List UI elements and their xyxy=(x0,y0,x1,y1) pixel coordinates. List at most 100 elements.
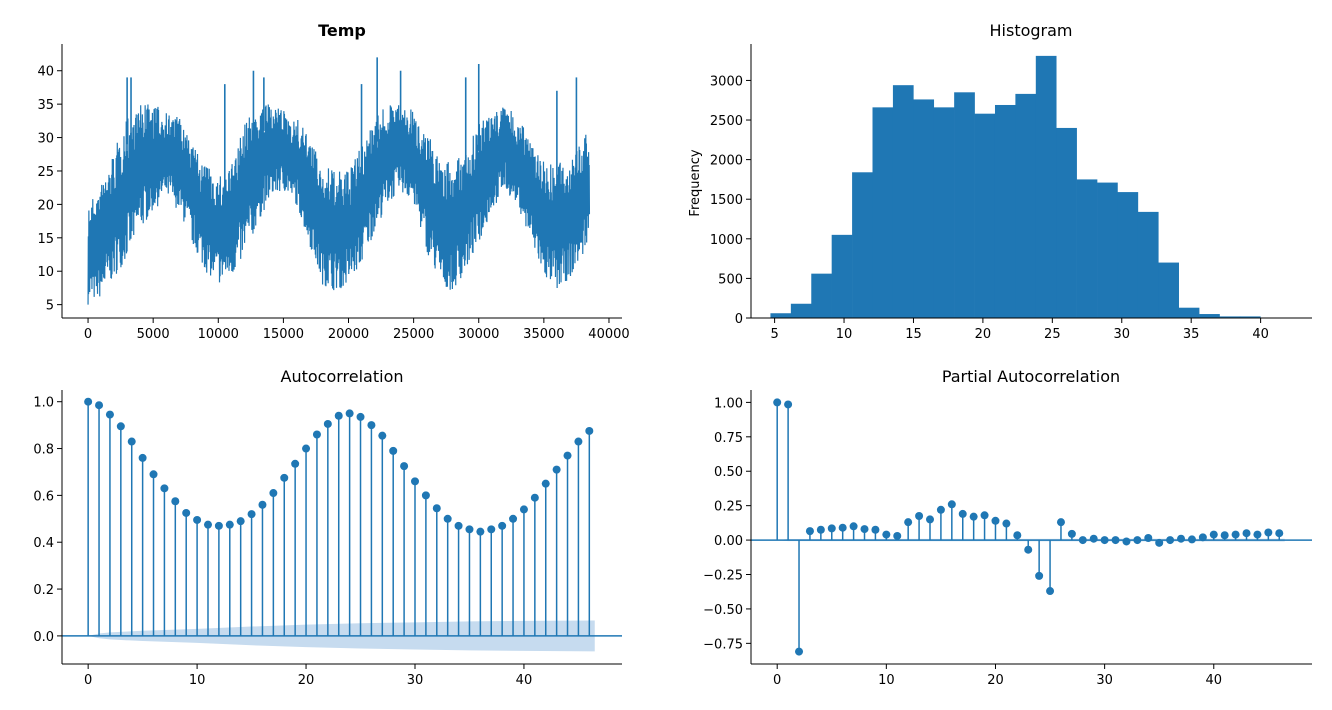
chart-title: Partial Autocorrelation xyxy=(942,367,1120,386)
x-tick-label: 0 xyxy=(84,327,92,342)
stem-marker xyxy=(182,508,191,517)
histogram-bar xyxy=(954,92,975,318)
x-tick-label: 35000 xyxy=(523,327,564,342)
y-tick-label: 3000 xyxy=(710,74,743,89)
stem-marker xyxy=(356,412,365,421)
acf-stems xyxy=(62,397,622,637)
x-tick-label: 10 xyxy=(189,673,206,688)
stem-marker xyxy=(1166,536,1175,545)
stem-marker xyxy=(947,500,956,509)
stem-marker xyxy=(345,409,354,418)
x-tick-label: 30000 xyxy=(458,327,499,342)
acf-axes: 0 10 20 30 40 0.0 0.2 0.4 0.6 0.8 1.0 xyxy=(33,390,622,688)
panel-autocorrelation: Autocorrelation 0 10 20 30 40 0.0 0.2 0.4 0.6 0.8… xyxy=(33,367,622,688)
stem-marker xyxy=(530,493,539,502)
stem-marker xyxy=(882,530,891,539)
y-tick-label: 0.2 xyxy=(33,583,54,598)
x-tick-label: 15000 xyxy=(263,327,304,342)
stem-marker xyxy=(1067,529,1076,538)
stem-marker xyxy=(563,451,572,460)
y-tick-label: 20 xyxy=(37,198,54,213)
stem-marker xyxy=(105,410,114,419)
histogram-bar xyxy=(1199,314,1220,318)
histogram-bar xyxy=(892,85,914,318)
y-tick-label: 25 xyxy=(37,165,54,180)
stem-marker xyxy=(1231,530,1240,539)
stem-marker xyxy=(116,422,125,431)
x-tick-label: 30 xyxy=(407,673,424,688)
stem-marker xyxy=(838,523,847,532)
y-tick-label: 40 xyxy=(37,65,54,80)
histogram-bar xyxy=(1137,211,1159,318)
histogram-bar xyxy=(1117,192,1139,318)
histogram-bar xyxy=(831,234,853,318)
histogram-bar xyxy=(1015,93,1037,319)
stem-marker xyxy=(1177,534,1186,543)
stem-marker xyxy=(421,491,430,500)
stem-marker xyxy=(203,520,212,529)
x-tick-label: 20 xyxy=(298,673,315,688)
stem-marker xyxy=(498,521,507,530)
stem-marker xyxy=(95,401,104,410)
x-tick-label: 10 xyxy=(836,327,853,342)
stem-marker xyxy=(378,431,387,440)
histogram-bar xyxy=(1158,262,1179,318)
y-tick-label: 1.00 xyxy=(714,396,743,411)
histogram-bar xyxy=(770,313,792,318)
y-tick-label: 1000 xyxy=(710,233,743,248)
stem-marker xyxy=(225,520,234,529)
x-tick-label: 30 xyxy=(1113,327,1130,342)
x-tick-label: 0 xyxy=(84,673,92,688)
chart-title: Autocorrelation xyxy=(281,367,404,386)
stem-marker xyxy=(1002,519,1011,528)
stem-marker xyxy=(1133,536,1142,545)
stem-marker xyxy=(476,527,485,536)
y-tick-label: 0.6 xyxy=(33,489,54,504)
histogram-bar xyxy=(1056,127,1077,318)
y-tick-label: 0 xyxy=(735,312,743,327)
temp-series xyxy=(87,57,591,305)
stem-marker xyxy=(291,459,300,468)
stem-marker xyxy=(585,426,594,435)
y-tick-label: 1500 xyxy=(710,193,743,208)
stem-marker xyxy=(541,479,550,488)
stem-marker xyxy=(773,398,782,407)
x-tick-label: 30 xyxy=(1096,673,1113,688)
histogram-axes: 5 10 15 20 25 30 35 40 0 500 1000 1500 2000 2500 3000 xyxy=(710,44,1312,342)
y-tick-label: 0.75 xyxy=(714,431,743,446)
histogram-bar xyxy=(1035,55,1057,319)
stem-marker xyxy=(805,527,814,536)
stem-marker xyxy=(1242,529,1251,538)
histogram-bar xyxy=(790,303,812,318)
pacf-stems xyxy=(751,398,1312,656)
chart-title: Temp xyxy=(318,21,366,40)
stem-marker xyxy=(1275,529,1284,538)
y-tick-label: −0.50 xyxy=(703,603,743,618)
histogram-bars xyxy=(770,55,1261,319)
x-tick-label: 20 xyxy=(975,327,992,342)
x-tick-label: 5000 xyxy=(137,327,170,342)
y-tick-label: 5 xyxy=(46,299,54,314)
stem-marker xyxy=(84,397,93,406)
panel-partial-autocorrelation: Partial Autocorrelation 0 10 20 30 40 −0.75 −0… xyxy=(703,367,1312,688)
stem-marker xyxy=(160,484,169,493)
stem-marker xyxy=(849,522,858,531)
histogram-bar xyxy=(1076,179,1098,318)
stem-marker xyxy=(1144,534,1153,543)
stem-marker xyxy=(312,430,321,439)
stem-marker xyxy=(465,525,474,534)
histogram-bar xyxy=(852,172,873,318)
stem-marker xyxy=(138,453,147,462)
histogram-bar xyxy=(1097,182,1118,318)
histogram-bar xyxy=(994,104,1016,319)
stem-marker xyxy=(127,437,136,446)
y-tick-label: 0.0 xyxy=(33,630,54,645)
stem-marker xyxy=(1035,571,1044,580)
stem-marker xyxy=(258,500,267,509)
stem-marker xyxy=(247,510,256,519)
stem-marker xyxy=(400,462,409,471)
y-tick-label: 2000 xyxy=(710,154,743,169)
stem-marker xyxy=(936,505,945,514)
temp-line xyxy=(87,104,591,305)
